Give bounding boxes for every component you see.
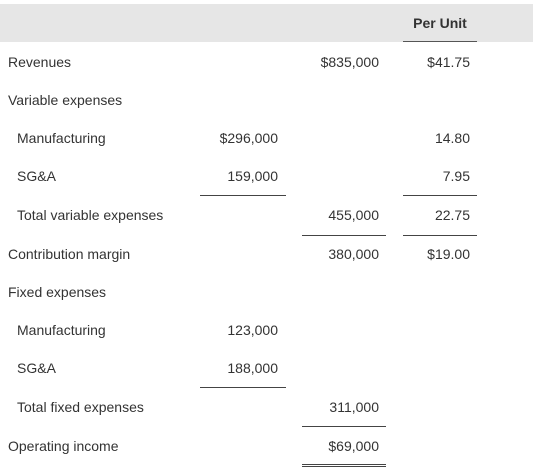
subtotal-rule <box>403 195 477 196</box>
total-value: 311,000 <box>329 399 379 415</box>
total-value: 455,000 <box>328 207 379 223</box>
per-unit-header: Per Unit <box>413 15 467 31</box>
detail-value: 123,000 <box>227 322 278 338</box>
detail-value: 159,000 <box>227 168 278 184</box>
row-label: Variable expenses <box>8 92 123 108</box>
row-label: Total variable expenses <box>17 207 164 223</box>
row-label: SG&A <box>17 360 56 376</box>
table-row-revenues: Revenues $835,000 $41.75 <box>0 43 533 81</box>
per-unit-value: $19.00 <box>427 246 470 262</box>
detail-value: $296,000 <box>219 130 278 146</box>
per-unit-value: 7.95 <box>442 168 470 184</box>
header-underline <box>403 41 477 42</box>
row-label: Fixed expenses <box>8 284 107 300</box>
table-row-total-variable-expenses: Total variable expenses 455,000 22.75 <box>0 196 533 234</box>
table-row-fixed-expenses: Fixed expenses <box>0 273 533 311</box>
subtotal-rule <box>200 387 286 388</box>
table-row-fixed-sga: SG&A 188,000 <box>0 349 533 387</box>
row-label: Revenues <box>8 54 72 70</box>
table-row-contribution-margin: Contribution margin 380,000 $19.00 <box>0 235 533 273</box>
table-row-variable-manufacturing: Manufacturing $296,000 14.80 <box>0 119 533 157</box>
detail-value: 188,000 <box>227 360 278 376</box>
table-row-variable-expenses: Variable expenses <box>0 81 533 119</box>
subtotal-rule <box>200 195 286 196</box>
grand-total-double-rule <box>302 464 386 467</box>
subtotal-rule <box>302 235 386 236</box>
table-row-total-fixed-expenses: Total fixed expenses 311,000 <box>0 388 533 426</box>
per-unit-value: 14.80 <box>434 130 470 146</box>
per-unit-value: 22.75 <box>434 207 470 223</box>
row-label: Operating income <box>8 438 119 454</box>
row-label: Total fixed expenses <box>17 399 144 415</box>
per-unit-value: $41.75 <box>427 54 470 70</box>
table-row-variable-sga: SG&A 159,000 7.95 <box>0 157 533 195</box>
table-row-operating-income: Operating income $69,000 <box>0 427 533 465</box>
row-label: Manufacturing <box>17 322 106 338</box>
row-label: Manufacturing <box>17 130 106 146</box>
subtotal-rule <box>403 235 477 236</box>
row-label: Contribution margin <box>8 246 131 262</box>
row-label: SG&A <box>17 168 56 184</box>
header-bar <box>0 4 533 42</box>
table-row-fixed-manufacturing: Manufacturing 123,000 <box>0 311 533 349</box>
total-value: $69,000 <box>328 438 379 454</box>
total-value: $835,000 <box>320 54 379 70</box>
total-value: 380,000 <box>328 246 379 262</box>
subtotal-rule <box>302 426 386 427</box>
